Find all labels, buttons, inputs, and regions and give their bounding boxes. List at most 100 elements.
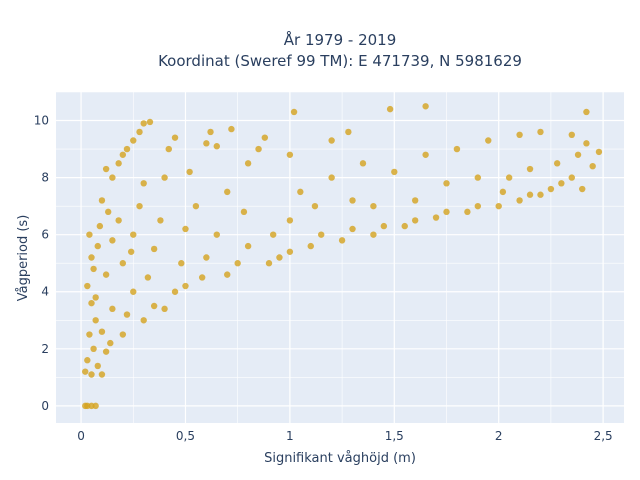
data-point [307, 242, 314, 250]
x-tick-label: 2 [495, 429, 503, 443]
data-point [161, 174, 168, 181]
data-point [109, 174, 116, 181]
data-point [244, 242, 252, 250]
data-point [286, 248, 294, 255]
data-point [286, 217, 294, 224]
data-point [265, 260, 273, 267]
data-point [140, 317, 147, 324]
data-point [94, 242, 101, 250]
data-point [349, 197, 356, 204]
data-point [198, 274, 206, 281]
data-point [505, 174, 513, 181]
data-point [92, 402, 99, 410]
data-point [328, 174, 335, 181]
data-point [109, 237, 116, 244]
data-point [92, 317, 99, 324]
y-tick-label: 10 [34, 114, 49, 128]
data-point [102, 165, 110, 173]
data-point [370, 231, 377, 238]
data-point [140, 120, 147, 127]
data-point [146, 118, 154, 126]
data-point [495, 202, 502, 210]
data-point [192, 202, 200, 210]
data-point [443, 208, 450, 216]
data-point [380, 222, 388, 230]
data-point [105, 208, 112, 216]
data-point [370, 202, 377, 210]
data-point [318, 231, 325, 238]
x-tick-label: 0 [77, 429, 85, 443]
x-tick-label: 0,5 [176, 429, 195, 443]
data-point [88, 371, 95, 378]
data-point [234, 260, 241, 267]
data-point [286, 151, 294, 158]
data-point [311, 202, 319, 210]
data-point [203, 254, 210, 261]
data-point [130, 231, 137, 238]
data-point [583, 140, 590, 147]
data-point [386, 105, 394, 113]
data-point [86, 331, 93, 338]
data-point [338, 237, 346, 244]
data-point [90, 265, 97, 273]
data-point [240, 208, 248, 216]
x-tick-label: 1,5 [385, 429, 404, 443]
data-point [130, 137, 137, 144]
data-point [255, 145, 262, 153]
x-axis-title: Signifikant våghöjd (m) [264, 451, 416, 466]
data-point [432, 214, 440, 221]
chart-title-line1: År 1979 - 2019 [284, 30, 397, 49]
data-point [474, 202, 482, 210]
data-point [553, 160, 561, 167]
scatter-points [82, 103, 603, 410]
data-point [516, 131, 523, 139]
data-point [144, 274, 152, 281]
data-point [102, 348, 110, 355]
data-point [547, 185, 555, 193]
data-point [499, 188, 507, 196]
data-point [224, 271, 231, 278]
data-point [161, 305, 168, 313]
x-tick-label: 1 [286, 429, 294, 443]
data-point [422, 103, 429, 110]
data-point [119, 151, 127, 158]
data-point [150, 245, 158, 253]
data-point [290, 108, 298, 116]
data-point [558, 180, 565, 187]
data-point [391, 168, 398, 176]
y-tick-labels: 0 2 4 6 8 10 [34, 114, 49, 413]
data-point [526, 191, 534, 198]
y-tick-label: 2 [41, 342, 49, 356]
data-point [349, 225, 356, 233]
y-tick-label: 4 [41, 285, 49, 299]
data-point [130, 288, 137, 295]
data-point [127, 248, 135, 255]
data-point [165, 145, 172, 153]
data-point [182, 225, 189, 233]
data-point [115, 217, 122, 224]
data-point [84, 282, 91, 290]
data-point [98, 197, 106, 204]
data-point [516, 197, 523, 204]
plot-area [56, 92, 624, 423]
data-point [411, 217, 419, 224]
data-point [213, 143, 220, 150]
data-point [84, 357, 91, 364]
data-point [474, 174, 482, 181]
data-point [401, 222, 408, 230]
data-point [88, 299, 95, 307]
data-point [422, 151, 429, 158]
data-point [96, 222, 104, 230]
data-point [171, 288, 179, 295]
data-point [157, 217, 164, 224]
data-point [328, 137, 335, 144]
data-point [595, 148, 603, 156]
chart-title-line2: Koordinat (Sweref 99 TM): E 471739, N 59… [158, 52, 522, 70]
data-point [213, 231, 220, 238]
data-point [92, 294, 99, 301]
data-point [88, 254, 95, 261]
data-point [568, 174, 575, 181]
data-point [109, 305, 116, 313]
data-point [171, 134, 179, 141]
